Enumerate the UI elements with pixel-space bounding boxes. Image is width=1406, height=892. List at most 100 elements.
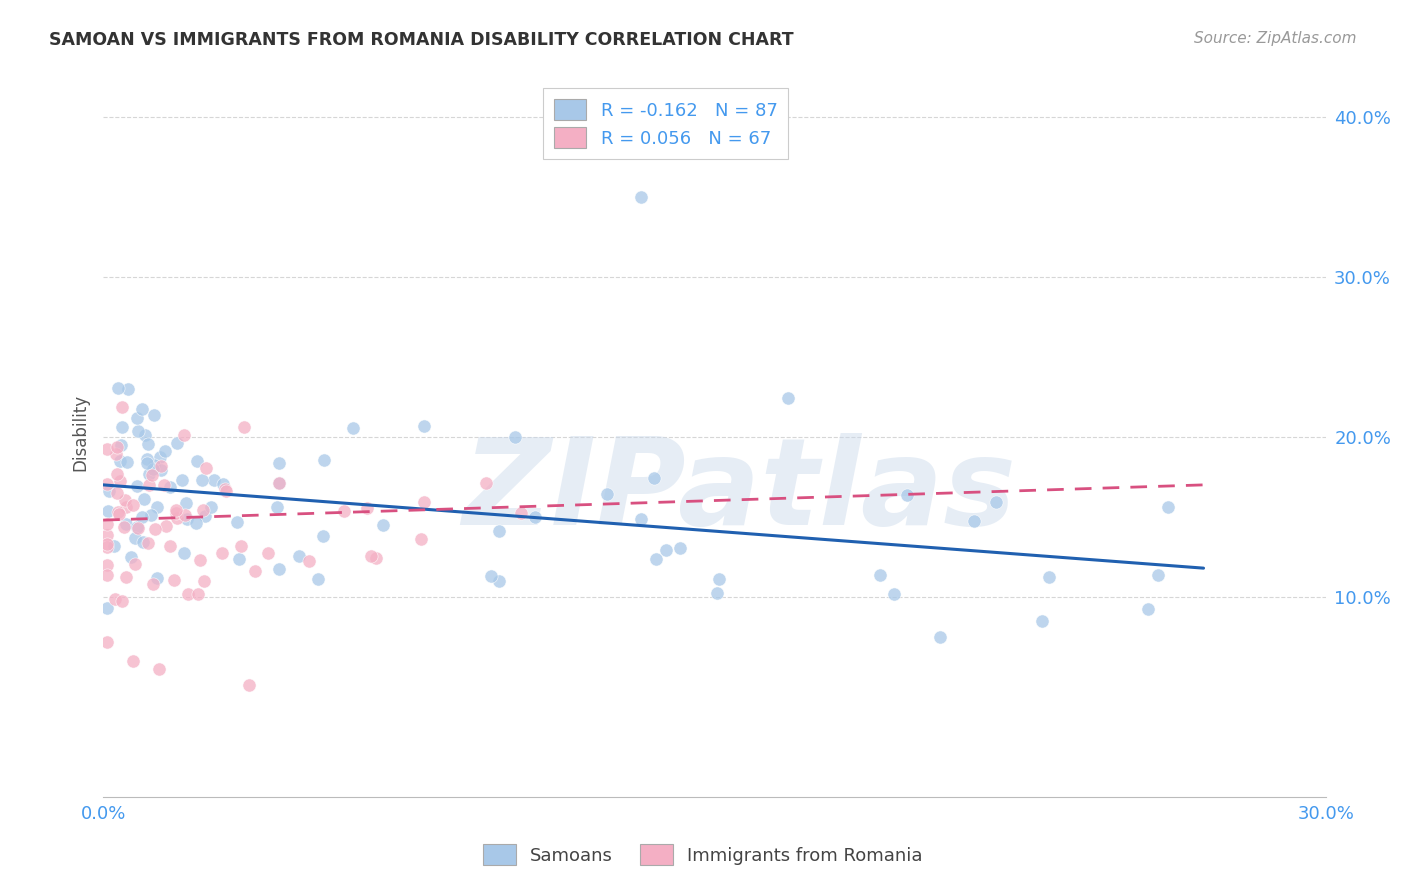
Point <box>127 478 149 492</box>
Point <box>155 443 177 458</box>
Point <box>138 478 160 492</box>
Point <box>159 539 181 553</box>
Point <box>668 541 690 555</box>
Point <box>131 509 153 524</box>
Point <box>166 436 188 450</box>
Point <box>115 517 138 532</box>
Point <box>191 503 214 517</box>
Point <box>655 542 678 557</box>
Point <box>630 512 652 526</box>
Point <box>186 454 208 468</box>
Point <box>488 524 510 539</box>
Y-axis label: Disability: Disability <box>72 394 89 471</box>
Point <box>596 487 619 501</box>
Point <box>159 480 181 494</box>
Point <box>122 498 145 512</box>
Point <box>187 587 209 601</box>
Point <box>298 554 321 568</box>
Point <box>211 546 233 560</box>
Point <box>174 496 197 510</box>
Point <box>141 467 163 482</box>
Point <box>131 402 153 417</box>
Point <box>963 514 986 528</box>
Point <box>193 574 215 588</box>
Point <box>170 473 193 487</box>
Point <box>202 473 225 487</box>
Point <box>523 510 546 524</box>
Point <box>267 475 290 490</box>
Point <box>896 488 918 502</box>
Point <box>1157 500 1180 515</box>
Point <box>136 452 159 467</box>
Point <box>114 493 136 508</box>
Point <box>112 520 135 534</box>
Point <box>364 550 387 565</box>
Point <box>150 463 173 477</box>
Point <box>121 654 143 668</box>
Point <box>643 471 665 485</box>
Point <box>142 576 165 591</box>
Point <box>1031 614 1053 628</box>
Point <box>96 558 118 572</box>
Point <box>149 450 172 464</box>
Point <box>409 533 432 547</box>
Point <box>96 477 118 491</box>
Point <box>191 473 214 487</box>
Point <box>165 502 187 516</box>
Point <box>288 549 311 564</box>
Point <box>312 529 335 543</box>
Point <box>269 562 291 576</box>
Point <box>142 462 165 476</box>
Point <box>115 569 138 583</box>
Point <box>173 546 195 560</box>
Point <box>176 512 198 526</box>
Point <box>107 505 129 519</box>
Point <box>96 600 118 615</box>
Point <box>111 400 134 414</box>
Point <box>96 541 118 555</box>
Point <box>503 430 526 444</box>
Point <box>510 507 533 521</box>
Point <box>110 438 132 452</box>
Point <box>103 539 125 553</box>
Point <box>105 440 128 454</box>
Point <box>1147 568 1170 582</box>
Point <box>96 568 118 582</box>
Point <box>148 662 170 676</box>
Point <box>869 568 891 582</box>
Point <box>117 382 139 396</box>
Point <box>188 552 211 566</box>
Point <box>267 475 290 490</box>
Point <box>186 516 208 531</box>
Point <box>127 521 149 535</box>
Point <box>132 491 155 506</box>
Point <box>138 467 160 482</box>
Point <box>108 454 131 468</box>
Legend: R = -0.162   N = 87, R = 0.056   N = 67: R = -0.162 N = 87, R = 0.056 N = 67 <box>543 88 789 159</box>
Point <box>929 630 952 644</box>
Point <box>360 549 382 563</box>
Point <box>630 189 652 203</box>
Point <box>229 539 252 553</box>
Point <box>215 483 238 498</box>
Point <box>233 420 256 434</box>
Point <box>145 522 167 536</box>
Point <box>883 587 905 601</box>
Point <box>111 594 134 608</box>
Point <box>115 500 138 514</box>
Point <box>162 574 184 588</box>
Point <box>479 569 502 583</box>
Point <box>125 520 148 534</box>
Point <box>110 474 132 488</box>
Point <box>194 509 217 524</box>
Point <box>165 506 187 520</box>
Point <box>124 557 146 571</box>
Point <box>136 437 159 451</box>
Point <box>146 500 169 514</box>
Point <box>307 572 329 586</box>
Point <box>174 508 197 522</box>
Point <box>105 447 128 461</box>
Point <box>214 483 236 497</box>
Point <box>96 517 118 532</box>
Point <box>173 428 195 442</box>
